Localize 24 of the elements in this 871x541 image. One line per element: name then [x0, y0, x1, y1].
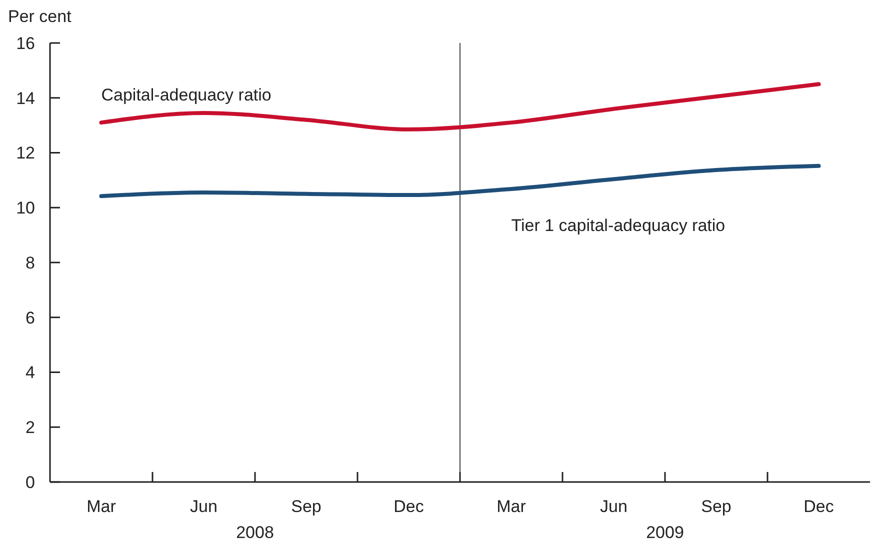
x-tick-label: Jun: [600, 497, 628, 516]
y-tick-label: 2: [26, 418, 35, 438]
y-tick-label: 6: [26, 308, 35, 328]
x-tick-label: Sep: [701, 497, 732, 516]
series-label: Capital-adequacy ratio: [101, 86, 272, 105]
line-series: [99, 82, 821, 132]
x-tick-label: Sep: [291, 497, 322, 516]
y-tick-label: 12: [16, 144, 35, 163]
y-axis-title: Per cent: [8, 7, 72, 26]
x-tick-label: Dec: [804, 497, 834, 516]
y-tick-label: 0: [26, 472, 35, 492]
y-tick-label: 10: [16, 198, 35, 218]
y-tick-label: 8: [26, 253, 35, 272]
x-tick-label: Jun: [190, 497, 218, 516]
series-label: Tier 1 capital-adequacy ratio: [511, 216, 726, 235]
text: 2008: [236, 523, 274, 541]
y-tick-label: 14: [16, 88, 35, 108]
y-tick-label: 4: [26, 363, 35, 382]
x-tick-label: Dec: [394, 497, 424, 516]
y-tick-label: 16: [16, 34, 35, 53]
text: 2009: [646, 523, 684, 541]
line-series: [99, 164, 821, 198]
x-tick-label: Mar: [496, 497, 526, 516]
x-tick-label: Mar: [86, 497, 116, 516]
